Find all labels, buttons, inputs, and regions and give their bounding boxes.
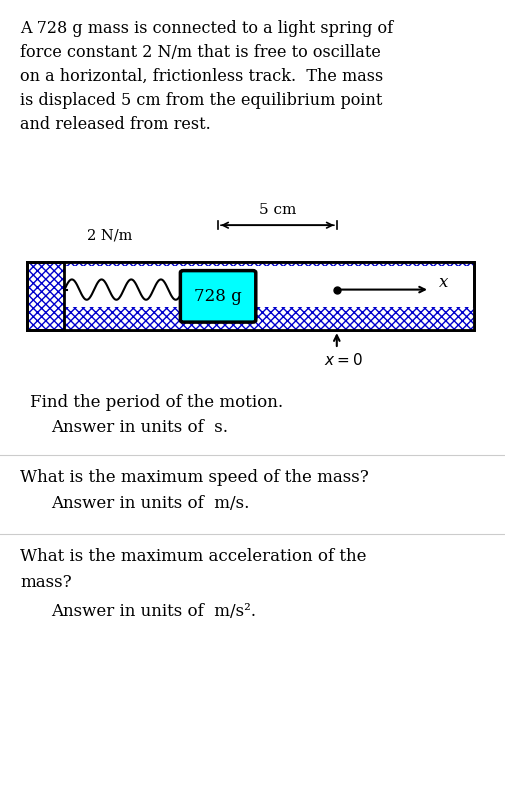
FancyBboxPatch shape xyxy=(180,270,256,322)
Text: Answer in units of  s.: Answer in units of s. xyxy=(50,419,227,437)
Text: Answer in units of  m/s.: Answer in units of m/s. xyxy=(50,495,248,512)
Bar xyxy=(27,262,473,330)
Text: 728 g: 728 g xyxy=(194,288,241,305)
Text: What is the maximum speed of the mass?: What is the maximum speed of the mass? xyxy=(20,469,368,486)
Text: mass?: mass? xyxy=(20,574,72,591)
Text: A 728 g mass is connected to a light spring of
force constant 2 N/m that is free: A 728 g mass is connected to a light spr… xyxy=(20,20,392,133)
Text: 5 cm: 5 cm xyxy=(258,203,295,217)
Text: $x = 0$: $x = 0$ xyxy=(324,352,363,368)
Bar xyxy=(27,262,64,330)
Text: Answer in units of  m/s².: Answer in units of m/s². xyxy=(50,603,255,620)
Bar xyxy=(27,262,473,330)
Text: x: x xyxy=(438,274,448,292)
Bar xyxy=(27,262,473,266)
Bar xyxy=(27,262,64,330)
Text: 2 N/m: 2 N/m xyxy=(87,229,132,242)
Bar xyxy=(27,307,473,330)
Text: What is the maximum acceleration of the: What is the maximum acceleration of the xyxy=(20,548,366,565)
Text: Find the period of the motion.: Find the period of the motion. xyxy=(30,394,283,411)
